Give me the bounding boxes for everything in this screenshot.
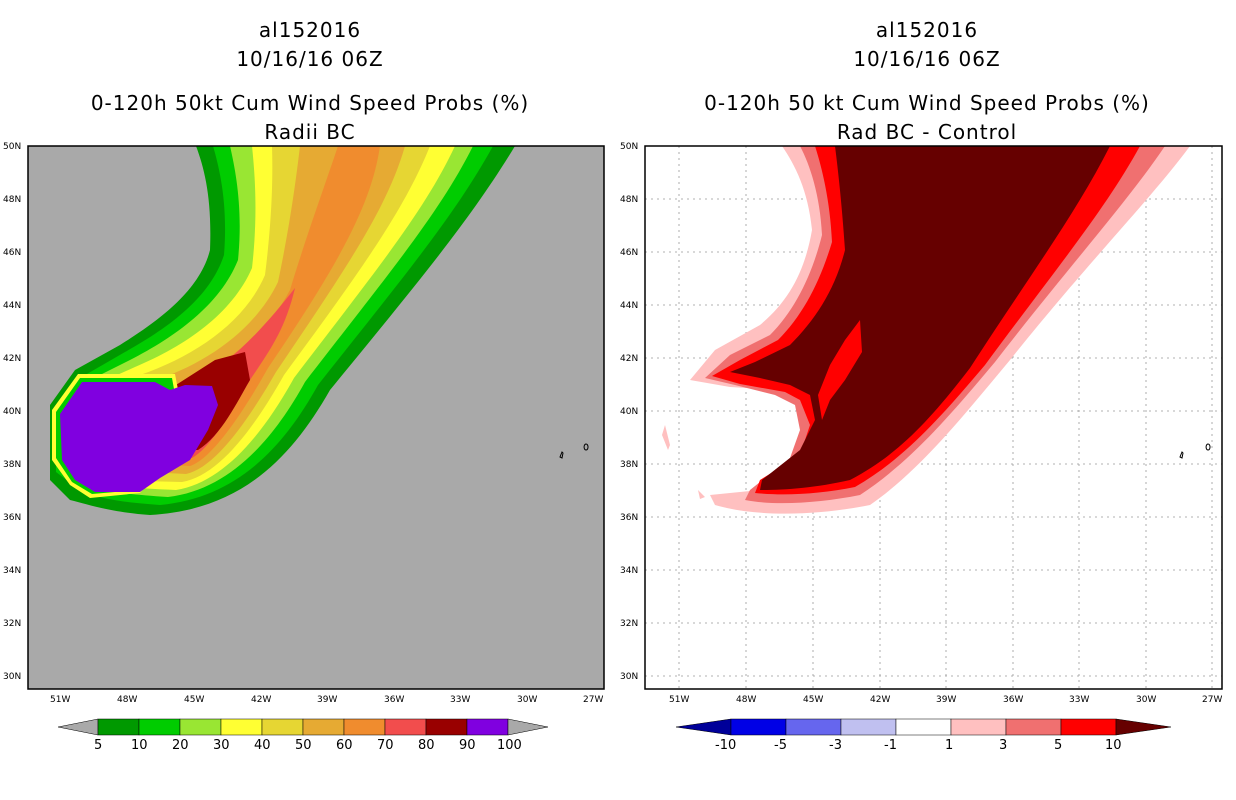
left-colorbar-label: 90 — [459, 738, 476, 753]
left-colorbar-label: 5 — [94, 738, 103, 753]
right-y-tick: 44N — [620, 301, 639, 311]
right-colorbar-box — [730, 718, 787, 736]
right-map-frame — [644, 145, 1223, 690]
left-contours — [50, 146, 515, 515]
left-y-tick: 38N — [3, 460, 22, 470]
left-title: 0-120h 50kt Cum Wind Speed Probs (%) — [90, 91, 530, 115]
left-y-tick: 36N — [3, 513, 22, 523]
right-x-tick: 48W — [736, 695, 757, 705]
right-x-tick: 39W — [936, 695, 957, 705]
right-colorbar-box — [1060, 718, 1117, 736]
left-x-tick: 36W — [384, 695, 405, 705]
right-storm-id: al152016 — [875, 18, 979, 42]
left-x-tick: 48W — [117, 695, 138, 705]
right-x-tick: 51W — [669, 695, 690, 705]
right-y-tick: 38N — [620, 460, 639, 470]
right-island-flores — [1179, 443, 1211, 459]
left-y-tick: 30N — [3, 672, 22, 682]
left-subtitle: Radii BC — [264, 120, 356, 144]
right-colorbar-label: -1 — [884, 738, 897, 753]
right-x-tick: 36W — [1003, 695, 1024, 705]
left-storm-id: al152016 — [258, 18, 362, 42]
right-y-tick: 46N — [620, 248, 639, 258]
left-colorbar-label: 30 — [213, 738, 230, 753]
left-y-tick: 42N — [3, 354, 22, 364]
right-colorbar-box — [1005, 718, 1062, 736]
right-colorbar-box — [840, 718, 897, 736]
right-y-tick: 48N — [620, 195, 639, 205]
right-y-tick: 36N — [620, 513, 639, 523]
left-x-tick: 33W — [450, 695, 471, 705]
right-contours — [662, 146, 1190, 514]
right-y-tick: 50N — [620, 142, 639, 152]
left-colorbar-label: 100 — [497, 738, 522, 753]
right-colorbar-label: -3 — [829, 738, 842, 753]
left-colorbar-arrow-high — [507, 718, 549, 736]
left-x-tick: 42W — [251, 695, 272, 705]
left-colorbar-label: 80 — [418, 738, 435, 753]
right-y-tick: 42N — [620, 354, 639, 364]
right-y-tick: 40N — [620, 407, 639, 417]
right-y-tick: 34N — [620, 566, 639, 576]
left-colorbar-label: 60 — [336, 738, 353, 753]
left-y-tick: 32N — [3, 619, 22, 629]
left-y-tick: 44N — [3, 301, 22, 311]
right-colorbar-label: -10 — [715, 738, 737, 753]
left-colorbar-label: 50 — [295, 738, 312, 753]
left-y-tick: 40N — [3, 407, 22, 417]
right-colorbar-arrow-low — [675, 718, 732, 736]
left-datetime: 10/16/16 06Z — [236, 47, 384, 71]
left-y-tick: 50N — [3, 142, 22, 152]
left-colorbar-label: 70 — [377, 738, 394, 753]
right-colorbar-box — [950, 718, 1007, 736]
right-x-tick: 42W — [870, 695, 891, 705]
right-x-tick: 33W — [1069, 695, 1090, 705]
right-colorbar-box — [785, 718, 842, 736]
right-x-tick: 45W — [803, 695, 824, 705]
right-title: 0-120h 50 kt Cum Wind Speed Probs (%) — [704, 91, 1150, 115]
left-colorbar-label: 40 — [254, 738, 271, 753]
right-x-tick: 30W — [1136, 695, 1157, 705]
left-contour-100 — [60, 382, 218, 492]
left-colorbar-label: 20 — [172, 738, 189, 753]
left-x-tick: 51W — [50, 695, 71, 705]
left-island-flores — [559, 443, 589, 459]
right-y-tick: 32N — [620, 619, 639, 629]
right-subtitle: Rad BC - Control — [836, 120, 1018, 144]
left-x-tick: 45W — [184, 695, 205, 705]
left-colorbar-label: 10 — [131, 738, 148, 753]
right-y-tick: 30N — [620, 672, 639, 682]
left-map-frame — [27, 145, 605, 690]
right-colorbar-label: 1 — [945, 738, 954, 753]
left-x-tick: 39W — [317, 695, 338, 705]
right-x-tick: 27W — [1202, 695, 1223, 705]
left-x-tick: 30W — [517, 695, 538, 705]
right-colorbar-arrow-high — [1115, 718, 1172, 736]
right-colorbar-box — [895, 718, 952, 736]
left-y-tick: 34N — [3, 566, 22, 576]
left-y-tick: 46N — [3, 248, 22, 258]
left-y-tick: 48N — [3, 195, 22, 205]
right-contour-hole — [818, 320, 862, 420]
right-colorbar-label: -5 — [774, 738, 787, 753]
right-colorbar-label: 5 — [1054, 738, 1063, 753]
right-colorbar-label: 10 — [1105, 738, 1122, 753]
right-colorbar-label: 3 — [999, 738, 1008, 753]
left-x-tick: 27W — [583, 695, 604, 705]
right-datetime: 10/16/16 06Z — [853, 47, 1001, 71]
